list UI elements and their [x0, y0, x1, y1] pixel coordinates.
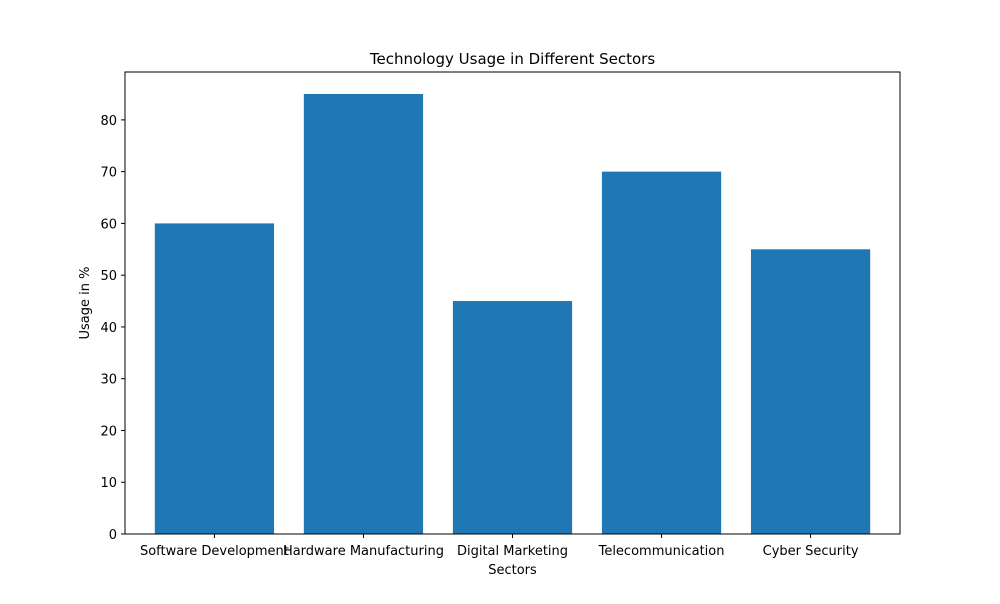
x-axis-label: Sectors	[488, 563, 537, 578]
plot-frame	[124, 71, 901, 535]
bar-software-development	[154, 223, 275, 535]
y-tick-label: 60	[100, 217, 117, 232]
y-tick-label: 50	[100, 269, 117, 284]
x-tick-label: Cyber Security	[763, 544, 859, 559]
y-tick-label: 40	[100, 321, 117, 336]
y-tick-label: 20	[100, 424, 117, 439]
y-tick-label: 70	[100, 166, 117, 181]
y-tick-label: 80	[100, 114, 117, 129]
x-tick-label: Software Development	[140, 544, 289, 559]
bars-group	[154, 94, 871, 535]
y-tick-label: 0	[109, 528, 117, 543]
bar-digital-marketing	[452, 301, 573, 534]
x-tick-label: Digital Marketing	[457, 544, 568, 559]
bar-telecommunication	[601, 171, 722, 534]
y-tick-label: 10	[100, 476, 117, 491]
chart-title: Technology Usage in Different Sectors	[369, 50, 655, 68]
bar-hardware-manufacturing	[303, 94, 424, 534]
y-tick-label: 30	[100, 373, 117, 388]
x-tick-label: Telecommunication	[598, 544, 725, 559]
y-axis-label: Usage in %	[78, 267, 93, 340]
bar-cyber-security	[750, 249, 871, 534]
y-axis-ticks: 0 10 20 30 40 50 60 70 80	[100, 114, 125, 543]
x-tick-label: Hardware Manufacturing	[283, 544, 444, 559]
